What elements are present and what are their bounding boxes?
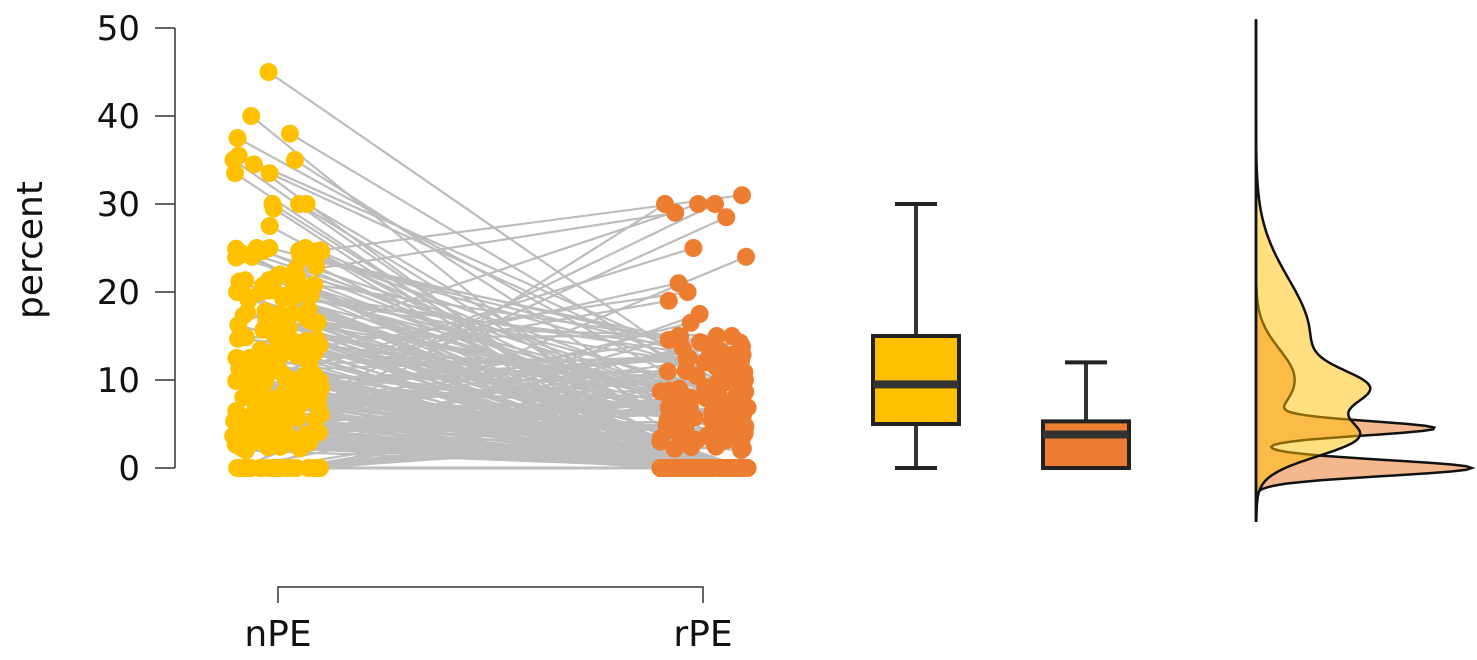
point-rPE	[679, 283, 697, 301]
point-nPE	[230, 437, 248, 455]
point-nPE	[267, 268, 285, 286]
point-rPE	[682, 389, 700, 407]
y-tick-label: 0	[118, 449, 140, 489]
point-nPE	[253, 459, 271, 477]
x-tick-label-nPE: nPE	[244, 614, 311, 655]
point-rPE	[737, 248, 755, 266]
point-nPE	[234, 245, 252, 263]
boxplots-layer	[873, 204, 1129, 468]
point-rPE	[658, 416, 676, 434]
point-nPE	[242, 107, 260, 125]
point-nPE	[259, 438, 277, 456]
point-nPE	[312, 406, 330, 424]
x-axis: nPE rPE	[244, 587, 732, 655]
point-nPE	[254, 321, 272, 339]
point-nPE	[260, 63, 278, 81]
point-nPE	[275, 287, 293, 305]
point-nPE	[259, 361, 277, 379]
point-rPE	[701, 341, 719, 359]
point-rPE	[652, 382, 670, 400]
point-rPE	[734, 440, 752, 458]
box-iqr	[1043, 421, 1129, 468]
point-rPE	[717, 459, 735, 477]
boxplot-rPE	[1043, 362, 1129, 468]
density-layer	[1256, 19, 1472, 521]
point-rPE	[688, 367, 706, 385]
point-nPE	[261, 164, 279, 182]
point-rPE	[689, 195, 707, 213]
point-nPE	[229, 330, 247, 348]
point-nPE	[281, 125, 299, 143]
point-nPE	[281, 370, 299, 388]
point-nPE	[290, 242, 308, 260]
point-nPE	[298, 195, 316, 213]
x-axis-bracket	[278, 587, 703, 603]
point-rPE	[684, 239, 702, 257]
point-rPE	[660, 459, 678, 477]
point-nPE	[230, 360, 248, 378]
point-rPE	[678, 350, 696, 368]
y-axis: 0 10 20 30 40 50	[97, 9, 175, 489]
boxplot-nPE	[873, 204, 959, 468]
point-nPE	[252, 283, 270, 301]
point-nPE	[309, 459, 327, 477]
box-iqr	[873, 336, 959, 424]
point-rPE	[666, 204, 684, 222]
x-tick-label-rPE: rPE	[673, 614, 732, 655]
point-rPE	[683, 408, 701, 426]
point-rPE	[659, 362, 677, 380]
point-nPE	[297, 425, 315, 443]
point-nPE	[265, 199, 283, 217]
point-rPE	[699, 426, 717, 444]
point-nPE	[301, 386, 319, 404]
point-nPE	[286, 151, 304, 169]
point-rPE	[733, 338, 751, 356]
y-tick-label: 10	[97, 361, 140, 401]
point-nPE	[298, 309, 316, 327]
point-nPE	[226, 164, 244, 182]
point-rPE	[735, 363, 753, 381]
y-tick-label: 50	[97, 9, 140, 49]
point-nPE	[253, 242, 271, 260]
y-axis-title: percent	[10, 181, 51, 319]
point-rPE	[684, 459, 702, 477]
point-nPE	[307, 243, 325, 261]
y-tick-label: 40	[97, 97, 140, 137]
density-nPE	[1256, 19, 1370, 521]
point-rPE	[736, 417, 754, 435]
point-nPE	[245, 155, 263, 173]
point-nPE	[286, 402, 304, 420]
point-rPE	[717, 208, 735, 226]
point-rPE	[660, 292, 678, 310]
point-nPE	[229, 129, 247, 147]
point-nPE	[261, 217, 279, 235]
point-nPE	[230, 273, 248, 291]
y-tick-label: 20	[97, 273, 140, 313]
point-nPE	[261, 417, 279, 435]
point-nPE	[281, 434, 299, 452]
point-rPE	[716, 403, 734, 421]
point-rPE	[736, 383, 754, 401]
point-nPE	[302, 287, 320, 305]
y-tick-label: 30	[97, 185, 140, 225]
point-nPE	[235, 306, 253, 324]
point-rPE	[733, 186, 751, 204]
